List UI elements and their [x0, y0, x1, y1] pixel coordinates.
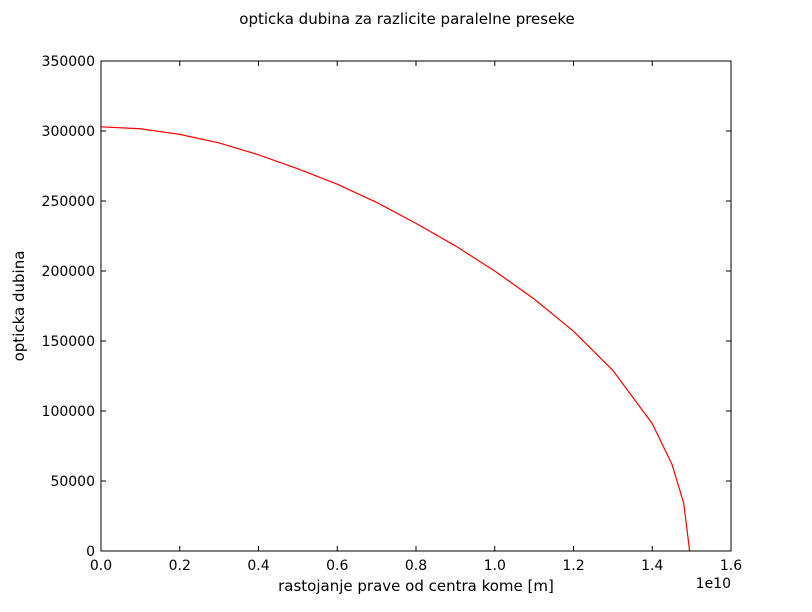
x-tick-label: 0.8 — [405, 558, 427, 574]
x-tick-label: 1.0 — [484, 558, 506, 574]
y-tick-label: 0 — [86, 544, 95, 560]
y-tick-label: 150000 — [42, 334, 95, 350]
y-tick-label: 50000 — [50, 474, 95, 490]
x-tick-label: 0.6 — [326, 558, 348, 574]
series-line-0 — [100, 126, 691, 552]
x-tick-label: 0.4 — [247, 558, 269, 574]
plot-area — [100, 126, 691, 552]
y-tick-label: 300000 — [42, 124, 95, 140]
y-axis-label: opticka dubina — [10, 251, 28, 362]
x-axis-label: rastojanje prave od centra kome [m] — [278, 577, 554, 595]
axis-ticks: 0.0 0.2 0.4 0.6 0.8 1.0 1.2 1.4 1.6 0 50000 100000 1… — [42, 54, 743, 574]
y-tick-label: 250000 — [42, 194, 95, 210]
x-tick-label: 1.4 — [641, 558, 663, 574]
x-tick-label: 0.0 — [90, 558, 112, 574]
x-tick-label: 1.2 — [562, 558, 584, 574]
y-tick-label: 100000 — [42, 404, 95, 420]
chart-title: opticka dubina za razlicite paralelne pr… — [239, 10, 574, 28]
y-tick-label: 200000 — [42, 264, 95, 280]
y-tick-label: 350000 — [42, 54, 95, 70]
x-tick-label: 0.2 — [169, 558, 191, 574]
x-axis-offset-label: 1e10 — [696, 576, 731, 592]
x-tick-label: 1.6 — [720, 558, 742, 574]
